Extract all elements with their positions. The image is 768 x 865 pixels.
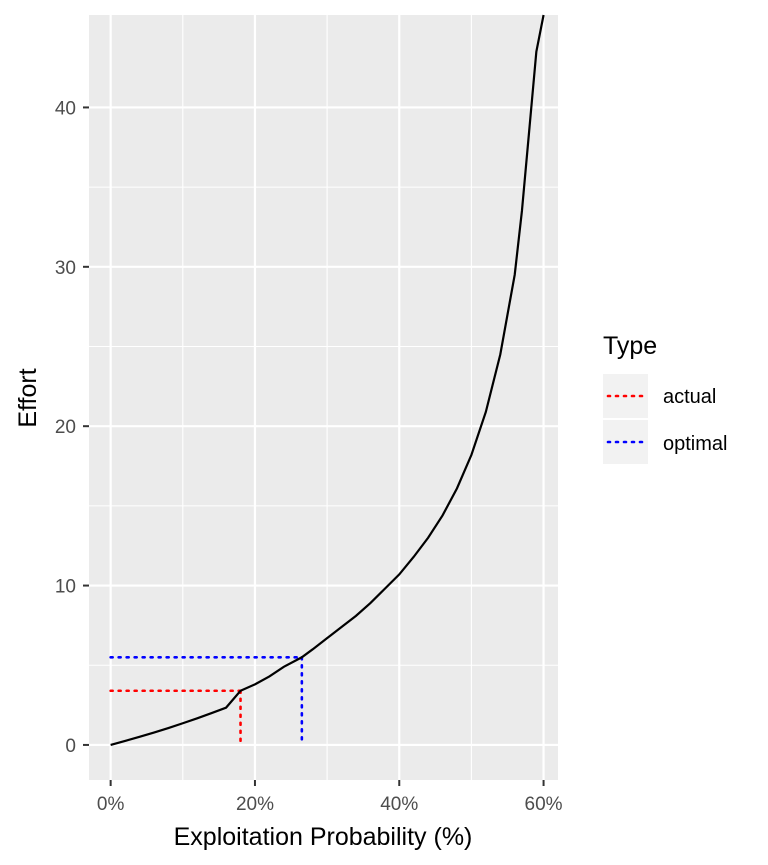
x-axis: 0% 20% 40% 60% [97,780,563,815]
effort-curve [110,14,545,747]
y-axis: 0 10 20 30 40 [55,98,89,757]
legend-label-optimal: optimal [663,433,727,455]
y-tick-label: 30 [55,258,76,279]
legend-title: Type [603,332,657,360]
reference-lines [109,655,304,747]
y-tick-label: 40 [55,98,76,119]
y-axis-title: Effort [14,368,42,427]
plot-panel [89,15,558,780]
legend: Type actual optimal [603,332,727,464]
grid-lines [89,15,558,780]
y-tick-label: 10 [55,577,76,598]
legend-label-actual: actual [663,386,716,408]
x-axis-title: Exploitation Probability (%) [174,823,473,851]
x-tick-label: 60% [525,794,563,815]
y-tick-label: 20 [55,417,76,438]
y-tick-label: 0 [65,736,76,757]
x-tick-label: 20% [236,794,274,815]
x-tick-label: 0% [97,794,125,815]
x-tick-label: 40% [380,794,418,815]
